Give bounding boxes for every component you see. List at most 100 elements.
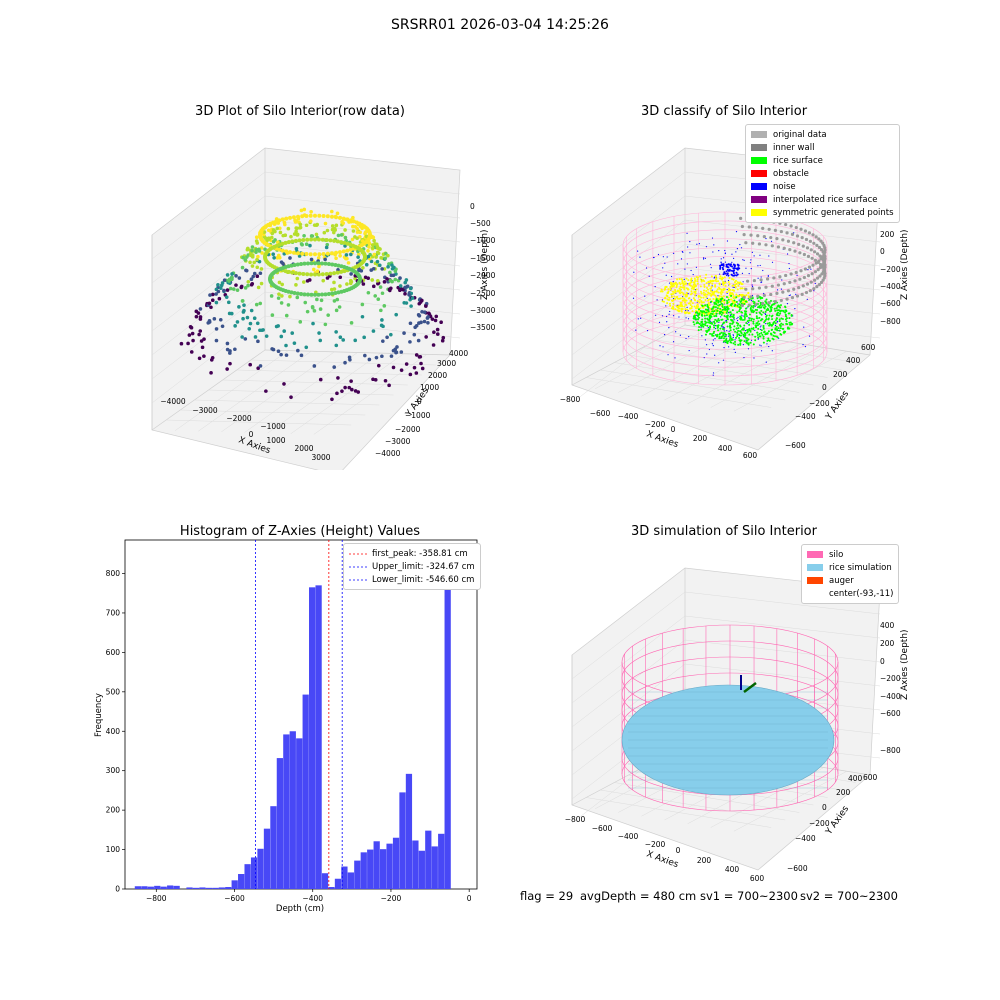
symmetric-point — [687, 302, 690, 305]
rice-surface-point — [738, 308, 741, 311]
data-point — [370, 246, 375, 250]
inner-wall-point — [799, 227, 803, 231]
rice-surface-point — [752, 328, 755, 331]
rice-surface-point — [736, 324, 739, 327]
noise-point — [732, 335, 735, 337]
symmetric-point — [675, 284, 678, 287]
data-point — [297, 271, 302, 276]
data-point — [332, 365, 337, 369]
symmetric-point — [665, 286, 668, 289]
rice-surface-point — [755, 326, 758, 329]
noise-point — [698, 243, 700, 245]
noise-point — [720, 316, 722, 318]
noise-point — [689, 252, 691, 254]
noise-point — [711, 237, 714, 239]
noise-point — [735, 251, 737, 253]
noise-point — [680, 258, 683, 260]
inner-wall-point — [757, 242, 762, 246]
symmetric-point — [690, 287, 693, 290]
symmetric-point — [709, 289, 712, 292]
rice-surface-point — [785, 315, 788, 318]
inner-wall-point — [806, 254, 811, 258]
legend-swatch — [807, 564, 823, 571]
inner-wall-point — [797, 286, 801, 290]
data-point — [326, 291, 331, 296]
rice-surface-point — [784, 311, 787, 314]
data-point — [245, 247, 250, 252]
data-point — [244, 268, 249, 273]
data-point — [371, 329, 376, 333]
data-point — [290, 239, 295, 244]
data-point — [279, 334, 284, 339]
rice-surface-point — [697, 321, 700, 324]
p2-xtick: −800 — [560, 395, 581, 404]
data-point — [190, 331, 195, 336]
rice-surface-point — [748, 313, 751, 316]
noise-point — [728, 330, 730, 332]
histogram-bar — [309, 587, 316, 889]
y-tick-label: 600 — [106, 648, 121, 657]
noise-point — [722, 326, 724, 328]
rice-surface-point — [775, 313, 778, 316]
inner-wall-point — [776, 245, 781, 249]
data-point — [262, 230, 267, 234]
histogram-bar — [328, 887, 335, 889]
noise-point — [786, 303, 789, 305]
symmetric-point — [718, 283, 721, 286]
histogram-bar — [250, 857, 258, 889]
noise-point — [667, 354, 669, 356]
inner-wall-point — [742, 232, 746, 237]
data-point — [346, 261, 351, 265]
data-point — [388, 288, 392, 293]
inner-wall-point — [803, 229, 808, 233]
data-point — [380, 291, 385, 296]
data-point — [362, 253, 367, 258]
symmetric-point — [686, 311, 689, 314]
data-point — [419, 361, 423, 366]
histogram-bar — [225, 887, 232, 889]
rice-surface-point — [713, 322, 716, 325]
grid-line — [684, 663, 881, 687]
noise-point — [736, 319, 739, 322]
rice-surface-point — [748, 298, 751, 301]
noise-point — [757, 277, 759, 279]
data-point — [290, 270, 295, 275]
rice-surface-point — [714, 318, 717, 321]
data-point — [212, 317, 217, 321]
noise-point — [725, 274, 728, 277]
data-point — [286, 240, 291, 245]
rice-surface-point — [756, 331, 759, 334]
histogram-bar — [302, 694, 309, 889]
symmetric-point — [679, 286, 682, 289]
rice-surface-point — [771, 303, 774, 306]
noise-point — [701, 335, 703, 337]
symmetric-point — [728, 276, 731, 279]
symmetric-point — [677, 309, 680, 312]
noise-point — [648, 275, 650, 277]
rice-surface-point — [781, 309, 784, 312]
inner-wall-point — [818, 254, 822, 258]
panel4-plot: −800 −600 −400 −200 0 200 400 600 −600 −… — [565, 567, 910, 883]
data-point — [217, 296, 222, 301]
rice-surface-point — [711, 310, 714, 313]
data-point — [200, 345, 205, 350]
data-point — [264, 389, 268, 393]
noise-point — [663, 334, 666, 336]
rice-surface-point — [760, 329, 763, 332]
inner-wall-point — [764, 285, 768, 289]
rice-surface-point — [742, 298, 745, 301]
data-point — [325, 214, 330, 219]
noise-point — [771, 261, 774, 263]
noise-point — [640, 317, 642, 319]
inner-wall-point — [817, 259, 821, 263]
rice-surface-point — [730, 313, 733, 316]
data-point — [410, 296, 415, 300]
data-point — [330, 397, 334, 402]
inner-wall-point — [762, 293, 766, 298]
data-point — [228, 361, 232, 366]
data-point — [240, 265, 245, 270]
p4-ytick: 400 — [848, 774, 863, 783]
noise-point — [637, 250, 639, 252]
histogram-bar — [321, 873, 329, 889]
noise-point — [714, 325, 716, 327]
